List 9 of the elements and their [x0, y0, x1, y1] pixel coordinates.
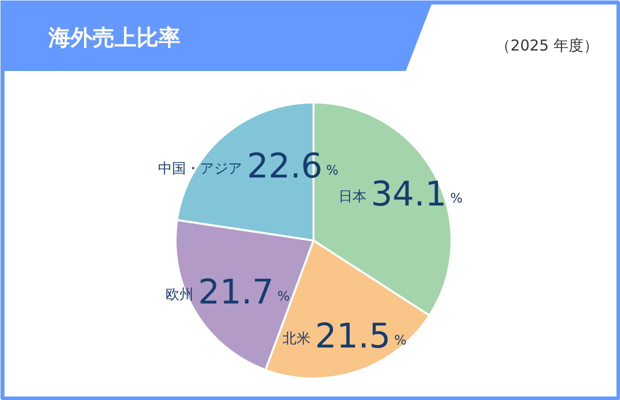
data-label: 21.7%: [198, 272, 290, 312]
chart-title: 海外売上比率: [48, 25, 180, 51]
data-label: 21.5%: [314, 316, 407, 356]
text: （2025 年度）: [496, 36, 599, 54]
slice-label: 日本: [338, 189, 366, 205]
slice-label: 欧州: [165, 286, 194, 303]
slice-label: 中国・アジア: [158, 161, 242, 178]
data-label: 34.1%: [370, 174, 463, 214]
slice-label: 北米: [282, 330, 310, 347]
